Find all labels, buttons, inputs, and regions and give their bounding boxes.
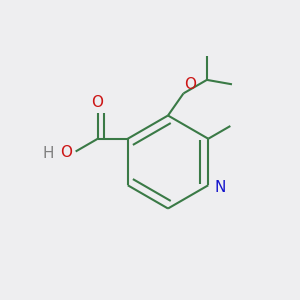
Text: O: O <box>60 145 72 160</box>
Text: N: N <box>215 180 226 195</box>
Text: O: O <box>184 77 196 92</box>
Text: O: O <box>91 95 103 110</box>
Text: H: H <box>43 146 54 161</box>
